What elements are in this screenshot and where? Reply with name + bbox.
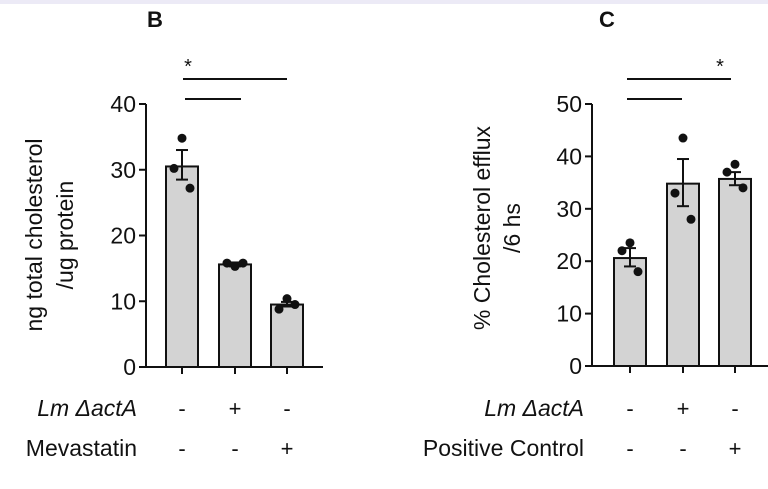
bar xyxy=(270,303,304,369)
data-point xyxy=(686,214,696,224)
data-point xyxy=(238,258,248,268)
condition-minus: - xyxy=(626,436,633,461)
condition-minus: - xyxy=(283,396,290,421)
data-point xyxy=(274,304,284,314)
y-tick-label: 30 xyxy=(110,157,136,183)
condition-label: Mevastatin xyxy=(26,435,137,461)
data-point xyxy=(617,246,627,256)
data-point xyxy=(678,133,688,143)
data-point xyxy=(730,159,740,169)
condition-minus: - xyxy=(178,396,185,421)
condition-plus: + xyxy=(677,396,690,421)
y-tick-label: 30 xyxy=(556,196,582,222)
y-tick-label: 10 xyxy=(556,301,582,327)
data-point xyxy=(290,300,300,310)
bar xyxy=(165,165,199,368)
data-point xyxy=(722,167,732,177)
condition-label: Lm ΔactA xyxy=(484,395,584,421)
data-point xyxy=(169,163,179,173)
condition-minus: - xyxy=(679,436,686,461)
y-axis-label: /6 hs xyxy=(499,203,525,253)
data-point xyxy=(230,261,240,271)
data-point xyxy=(633,267,643,277)
bar xyxy=(666,182,700,367)
y-tick-label: 0 xyxy=(569,353,582,379)
condition-plus: + xyxy=(729,436,742,461)
condition-minus: - xyxy=(231,436,238,461)
condition-minus: - xyxy=(731,396,738,421)
y-tick-label: 10 xyxy=(110,288,136,314)
data-point xyxy=(222,258,232,268)
panel-b: Bng total cholesterol/ug protein 0 10 20 30 4… xyxy=(21,7,323,461)
condition-minus: - xyxy=(626,396,633,421)
data-point xyxy=(282,294,292,304)
condition-label: Positive Control xyxy=(423,435,584,461)
data-point xyxy=(738,183,748,193)
condition-minus: - xyxy=(178,436,185,461)
panel-label: C xyxy=(599,7,615,32)
y-tick-label: 0 xyxy=(123,354,136,380)
bar xyxy=(218,263,252,368)
y-tick-label: 40 xyxy=(556,143,582,169)
y-axis-label: /ug protein xyxy=(52,181,78,290)
condition-label: Lm ΔactA xyxy=(37,395,137,421)
y-tick-label: 20 xyxy=(110,223,136,249)
y-axis-label: ng total cholesterol xyxy=(21,138,47,331)
condition-plus: + xyxy=(281,436,294,461)
panel-label: B xyxy=(147,7,163,32)
data-point xyxy=(625,238,635,248)
condition-plus: + xyxy=(229,396,242,421)
data-point xyxy=(185,183,195,193)
y-tick-label: 20 xyxy=(556,248,582,274)
panel-c: C % Cholesterol efflux/6 hs 0 10 20 30 40 50 * Lm… xyxy=(423,7,768,461)
bar xyxy=(718,177,752,367)
data-point xyxy=(177,133,187,143)
significance-asterisk: * xyxy=(184,56,192,78)
y-axis-label: % Cholesterol efflux xyxy=(469,125,495,330)
y-tick-label: 50 xyxy=(556,91,582,117)
y-tick-label: 40 xyxy=(110,91,136,117)
significance-asterisk: * xyxy=(716,56,724,78)
data-point xyxy=(670,188,680,198)
top-border xyxy=(0,0,768,4)
